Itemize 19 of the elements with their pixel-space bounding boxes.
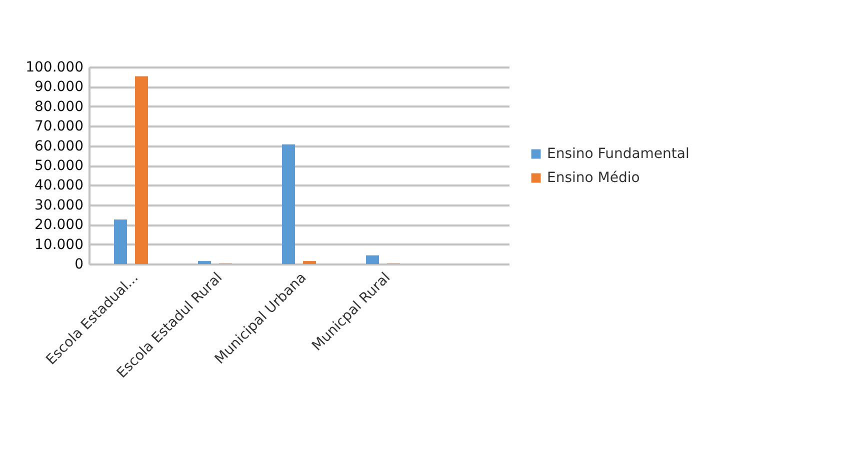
bar: [135, 76, 148, 264]
y-tick-label: 60.000: [34, 138, 84, 154]
legend-label: Ensino Médio: [547, 170, 640, 186]
bar: [366, 255, 379, 264]
bar: [198, 261, 211, 264]
y-tick-label: 80.000: [34, 98, 84, 115]
y-tick-label: 70.000: [34, 118, 84, 135]
y-tick-label: 0: [74, 256, 84, 272]
y-tick-label: 50.000: [34, 158, 84, 174]
y-tick-label: 40.000: [34, 178, 84, 194]
y-tick-label: 20.000: [34, 217, 84, 234]
bar: [282, 144, 295, 264]
bar: [114, 219, 127, 264]
legend-label: Ensino Fundamental: [547, 146, 690, 162]
y-tick-label: 10.000: [34, 236, 84, 253]
y-tick-label: 30.000: [34, 197, 84, 214]
y-tick-label: 100.000: [26, 60, 84, 76]
bar: [303, 261, 316, 264]
y-tick-label: 90.000: [34, 79, 84, 96]
